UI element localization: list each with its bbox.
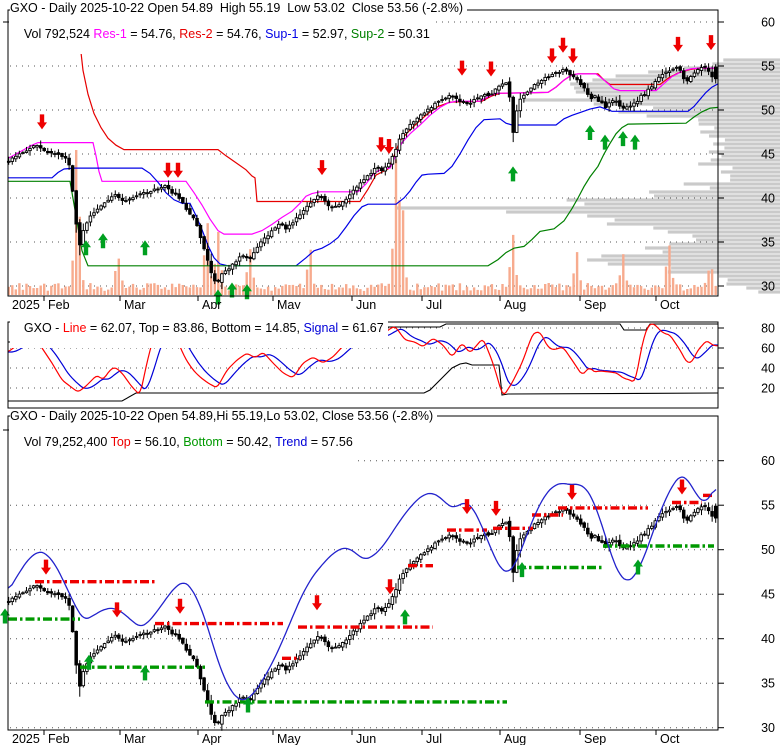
p3-stats-trend-value: = 57.56 xyxy=(307,435,353,449)
top-panel-volume: Vol 792,524 xyxy=(23,27,94,41)
svg-text:80: 80 xyxy=(761,322,775,336)
svg-text:55: 55 xyxy=(761,60,775,74)
svg-text:Mar: Mar xyxy=(124,732,146,745)
svg-text:40: 40 xyxy=(761,362,775,376)
svg-text:May: May xyxy=(277,732,301,745)
svg-text:Aug: Aug xyxy=(504,298,526,312)
svg-text:Jun: Jun xyxy=(356,298,376,312)
bottom-panel-indicator-values: Vol 79,252,400 Top = 56.10, Bottom = 50.… xyxy=(10,423,357,462)
p2-stats-top-label: Top xyxy=(138,321,159,335)
top-panel-y-axis: 60 55 50 45 40 35 30 xyxy=(10,16,775,294)
p2-stats-signal-label: Signal xyxy=(303,321,339,335)
top-panel-candles xyxy=(6,63,718,290)
bottom-panel-border xyxy=(7,415,719,731)
p3-stats-top-value: = 56.10, xyxy=(130,435,184,449)
top-panel-title: GXO - Daily 2025-10-22 Open 54.89 High 5… xyxy=(10,2,468,15)
svg-text:Jun: Jun xyxy=(356,732,376,745)
volume-profile-layer xyxy=(395,58,780,294)
p3-stats-trend-label: Trend xyxy=(275,435,308,449)
top-panel-signal-arrows xyxy=(37,35,716,305)
p2-stats-line-value: = 62.07, xyxy=(86,321,139,335)
p2-stats-signal-value: = 61.67 xyxy=(338,321,384,335)
svg-text:2025: 2025 xyxy=(12,298,40,312)
svg-text:Feb: Feb xyxy=(48,732,70,745)
svg-text:35: 35 xyxy=(761,236,775,250)
middle-panel-title: GXO - Line = 62.07, Top = 83.86, Bottom … xyxy=(10,309,388,348)
bottom-panel-candles xyxy=(6,502,718,731)
svg-text:Apr: Apr xyxy=(202,732,221,745)
p1-stats-res-2-label: Res-2 xyxy=(179,27,213,41)
p2-stats-bottom-value: = 14.85, xyxy=(250,321,304,335)
p2-stats-bottom-label: Bottom xyxy=(211,321,251,335)
p1-stats-sup-2-value: = 50.31 xyxy=(384,27,430,41)
bottom-panel-y-axis: 60 55 50 45 40 35 30 xyxy=(10,454,775,735)
p3-stats-bottom-label: Bottom xyxy=(183,435,223,449)
svg-text:Sep: Sep xyxy=(584,298,606,312)
svg-text:30: 30 xyxy=(761,721,775,735)
svg-text:May: May xyxy=(277,298,301,312)
bottom-panel-title: GXO - Daily 2025-10-22 Open 54.89,Hi 55.… xyxy=(10,410,438,423)
svg-text:50: 50 xyxy=(761,543,775,557)
svg-text:45: 45 xyxy=(761,588,775,602)
top-panel-indicator-lines xyxy=(7,25,719,267)
bottom-panel-signal-arrows xyxy=(0,479,687,713)
bottom-panel-levels xyxy=(8,493,714,704)
p1-stats-res-1-value: = 54.76, xyxy=(126,27,180,41)
p1-stats-res-1-label: Res-1 xyxy=(93,27,127,41)
p3-stats-bottom-value: = 50.42, xyxy=(222,435,276,449)
svg-text:35: 35 xyxy=(761,677,775,691)
svg-text:50: 50 xyxy=(761,104,775,118)
svg-text:Apr: Apr xyxy=(202,298,221,312)
svg-text:Mar: Mar xyxy=(124,298,146,312)
svg-text:Oct: Oct xyxy=(660,732,680,745)
middle-panel-symbol: GXO - xyxy=(23,321,63,335)
p1-stats-res-2-value: = 54.76, xyxy=(212,27,266,41)
p1-stats-sup-1-value: = 52.97, xyxy=(298,27,351,41)
svg-text:Jul: Jul xyxy=(426,298,442,312)
svg-text:60: 60 xyxy=(761,454,775,468)
p2-stats-top-value: = 83.86, xyxy=(158,321,212,335)
svg-text:40: 40 xyxy=(761,192,775,206)
svg-text:2025: 2025 xyxy=(12,732,40,745)
top-panel-x-axis: 2025 Feb Mar Apr May Jun Jul Aug Sep Oct xyxy=(12,296,680,312)
p3-stats-top-label: Top xyxy=(110,435,131,449)
svg-text:Sep: Sep xyxy=(584,732,606,745)
p1-stats-sup-1-label: Sup-1 xyxy=(265,27,299,41)
svg-text:Aug: Aug xyxy=(504,732,526,745)
svg-text:60: 60 xyxy=(761,342,775,356)
svg-text:40: 40 xyxy=(761,632,775,646)
p1-stats-sup-2-label: Sup-2 xyxy=(350,27,385,41)
top-panel-indicator-values: Vol 792,524 Res-1 = 54.76, Res-2 = 54.76… xyxy=(10,15,434,54)
svg-text:45: 45 xyxy=(761,148,775,162)
p2-stats-line-label: Line xyxy=(62,321,87,335)
bottom-panel-volume: Vol 79,252,400 xyxy=(23,435,111,449)
bottom-panel-x-axis: 2025 Feb Mar Apr May Jun Jul Aug Sep Oct xyxy=(12,730,680,745)
svg-text:20: 20 xyxy=(761,382,775,396)
svg-text:30: 30 xyxy=(761,280,775,294)
svg-text:Jul: Jul xyxy=(426,732,442,745)
middle-panel-y-axis: 80 60 40 20 xyxy=(10,322,775,396)
bottom-panel-trend-line xyxy=(7,476,717,701)
svg-text:55: 55 xyxy=(761,499,775,513)
svg-text:Feb: Feb xyxy=(48,298,70,312)
svg-text:Oct: Oct xyxy=(660,298,680,312)
svg-text:60: 60 xyxy=(761,16,775,30)
